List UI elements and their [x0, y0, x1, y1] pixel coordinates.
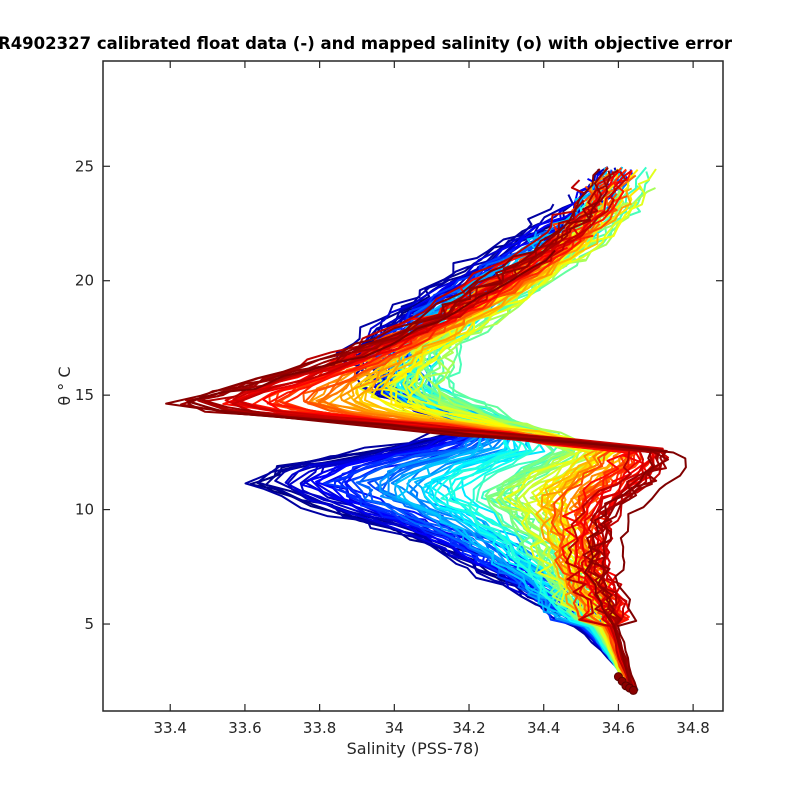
profile-line: [184, 179, 632, 691]
x-tick-label: 34.2: [452, 719, 485, 737]
y-axis-label: θ ° C: [55, 366, 74, 405]
x-tick-label: 34.8: [676, 719, 709, 737]
profile-lines: [165, 166, 687, 692]
x-tick-label: 33.8: [303, 719, 336, 737]
y-tick-label: 15: [75, 386, 94, 404]
profile-line: [186, 249, 687, 692]
plot-frame: [102, 60, 724, 712]
y-tick-label: 20: [75, 272, 94, 290]
mapped-salinity-markers: [613, 672, 638, 695]
profile-line: [222, 226, 631, 691]
x-tick-label: 34.4: [527, 719, 560, 737]
profile-line: [180, 199, 662, 691]
x-tick-label: 33.6: [228, 719, 261, 737]
profile-line: [244, 203, 633, 692]
x-axis-label: Salinity (PSS-78): [347, 739, 480, 758]
y-tick-label: 10: [75, 501, 94, 519]
y-tick-label: 25: [75, 157, 94, 175]
axis-ticks: 33.4 33.6 33.8 34 34.2 34.4 34.6 34.8 5 10 15 20 25: [75, 61, 723, 737]
mapped-salinity-point: [628, 685, 638, 695]
chart-title: R4902327 calibrated float data (-) and m…: [0, 34, 733, 53]
x-tick-label: 33.4: [154, 719, 187, 737]
profile-line: [323, 255, 632, 691]
profile-line: [165, 168, 655, 691]
profile-line: [284, 207, 633, 691]
x-tick-label: 34: [385, 719, 404, 737]
profile-line: [199, 170, 668, 692]
x-tick-label: 34.6: [602, 719, 635, 737]
y-tick-label: 5: [84, 615, 94, 633]
